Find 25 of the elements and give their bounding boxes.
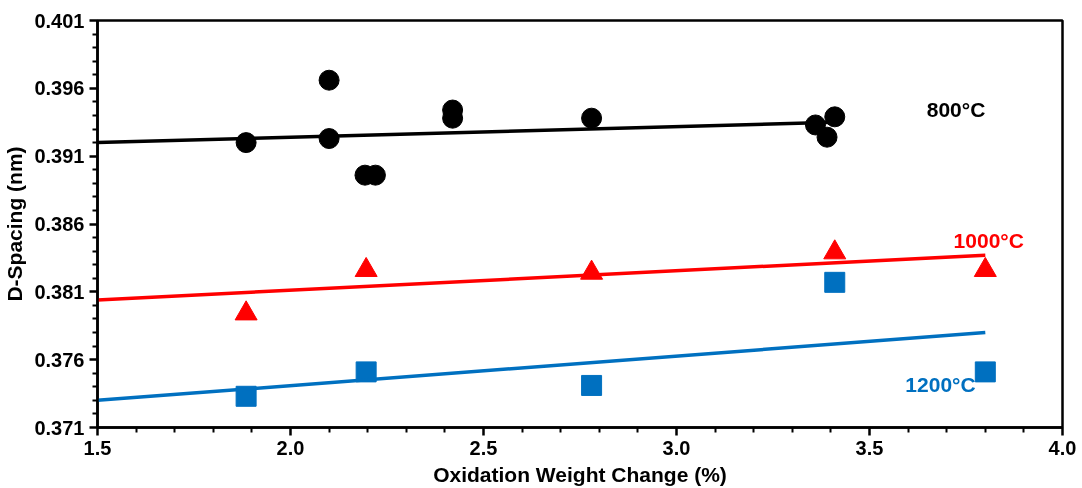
x-tick-label: 3.0: [662, 436, 691, 459]
point: [816, 126, 838, 148]
point: [581, 107, 603, 129]
x-tick-label: 3.5: [855, 436, 884, 459]
x-axis-title: Oxidation Weight Change (%): [433, 462, 727, 486]
series-label: 1000°C: [953, 228, 1024, 252]
y-tick-label: 0.381: [34, 280, 85, 303]
y-tick-label: 0.371: [34, 416, 85, 439]
y-tick-label: 0.386: [34, 213, 85, 235]
y-tick-label: 0.376: [34, 348, 85, 371]
point: [581, 374, 603, 396]
point: [824, 271, 846, 293]
x-tick-label: 1.5: [83, 436, 112, 459]
y-tick-label: 0.401: [34, 9, 85, 32]
point: [974, 361, 996, 383]
y-tick-label: 0.391: [34, 145, 85, 168]
text: 800°C: [926, 98, 986, 122]
point: [318, 69, 340, 91]
x-tick-label: 2.0: [276, 436, 305, 459]
y-tick-label: 0.396: [34, 77, 85, 100]
x-tick-label: 2.5: [469, 436, 498, 459]
series-label: 1200°C: [905, 372, 976, 396]
y-axis-title: D-Spacing (nm): [3, 146, 27, 302]
x-tick-label: 4.0: [1048, 436, 1077, 459]
point: [824, 106, 846, 128]
